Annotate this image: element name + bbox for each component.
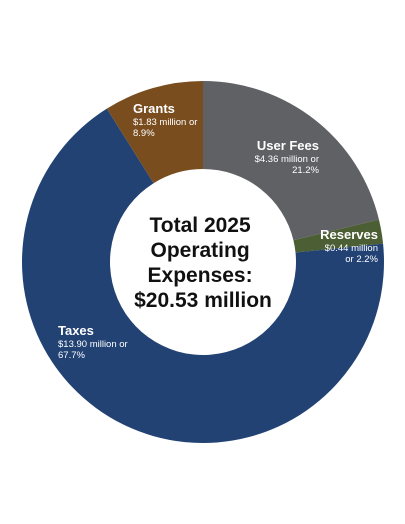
donut-slices (22, 81, 385, 444)
slice-label-user-fees: User Fees $4.36 million or 21.2% (255, 138, 320, 176)
center-label-line-4: $20.53 million (134, 289, 272, 312)
slice-label-detail: 67.7% (58, 350, 85, 361)
center-label-line-1: Total 2025 (150, 214, 251, 237)
center-label-line-2: Operating (150, 239, 249, 262)
slice-label-reserves: Reserves $0.44 million or 2.2% (320, 227, 378, 265)
slice-label-name: User Fees (257, 138, 319, 153)
slice-label-name: Taxes (58, 323, 94, 338)
slice-label-name: Grants (133, 101, 175, 116)
slice-label-detail: $1.83 million or (133, 117, 197, 128)
slice-label-name: Reserves (320, 227, 378, 242)
slice-label-detail: or 2.2% (345, 254, 378, 265)
center-label: Total 2025 Operating Expenses: $20.53 mi… (134, 214, 272, 312)
slice-label-detail: 8.9% (133, 128, 155, 139)
slice-labels: User Fees $4.36 million or 21.2% Reserves $0… (58, 101, 379, 361)
center-label-line-3: Expenses: (148, 264, 253, 287)
slice-label-detail: $13.90 million or (58, 339, 128, 350)
slice-reserves (293, 219, 384, 253)
slice-label-grants: Grants $1.83 million or 8.9% (133, 101, 197, 139)
slice-taxes (22, 108, 385, 444)
slice-user-fees (203, 81, 379, 241)
slice-label-taxes: Taxes $13.90 million or 67.7% (58, 323, 128, 361)
slice-grants (106, 81, 203, 184)
slice-label-detail: $0.44 million (325, 243, 378, 254)
slice-label-detail: 21.2% (292, 165, 319, 176)
slice-label-detail: $4.36 million or (255, 154, 319, 165)
